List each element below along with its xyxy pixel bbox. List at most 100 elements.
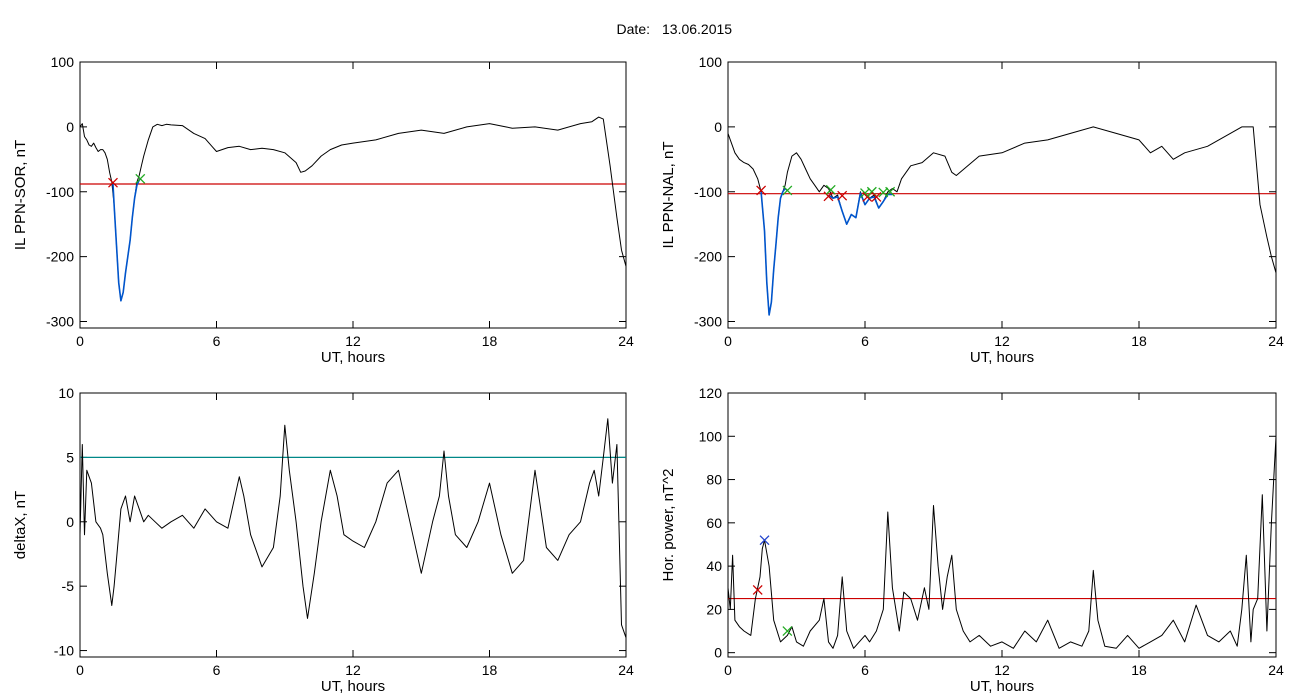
marker-stroke (866, 186, 877, 197)
x-tick-label: 12 (345, 662, 361, 678)
plot-frame (727, 392, 1277, 658)
date-label: Date: (617, 21, 650, 37)
y-axis-title: deltaX, nT (12, 491, 29, 559)
y-tick-label: -100 (46, 184, 74, 200)
marker-stroke (878, 187, 889, 198)
series-line-2 (760, 187, 788, 316)
y-tick-label: 40 (706, 558, 722, 574)
x-marker (759, 535, 770, 546)
series-line-1 (80, 116, 626, 302)
marker-stroke (135, 173, 146, 184)
y-tick-label: 60 (706, 515, 722, 531)
x-axis-title: UT, hours (321, 349, 385, 366)
marker-stroke (756, 185, 767, 196)
plot-frame (79, 61, 627, 329)
plot-area (728, 126, 1276, 316)
x-marker (782, 185, 793, 196)
x-tick-label: 0 (724, 333, 732, 349)
date-value: 13.06.2015 (662, 21, 732, 37)
y-tick-label: 10 (58, 385, 74, 401)
x-tick-label: 18 (1131, 333, 1147, 349)
y-tick-label: 20 (706, 601, 722, 617)
marker-stroke (871, 191, 882, 202)
y-axis-title: Hor. power, nT^2 (660, 469, 677, 582)
x-tick-label: 6 (213, 333, 221, 349)
x-tick-label: 6 (861, 662, 869, 678)
marker-stroke (782, 185, 793, 196)
x-tick-label: 18 (482, 333, 498, 349)
x-marker (782, 626, 793, 636)
x-marker (885, 186, 896, 197)
series-line-1 (728, 436, 1276, 649)
series-line-3 (828, 192, 893, 225)
series-line-1 (728, 126, 1276, 316)
plot-frame (727, 61, 1277, 329)
series-line-2 (112, 178, 141, 302)
marker-stroke (752, 584, 763, 595)
y-tick-label: 80 (706, 472, 722, 488)
x-axis-title: UT, hours (970, 349, 1034, 366)
x-tick-label: 24 (618, 333, 634, 349)
marker-stroke (782, 626, 793, 636)
chart-panel-1: 0 6 12 18 24 -300 -200 -100 0 100 UT, hours IL PPN-… (12, 54, 634, 366)
y-tick-label: 120 (699, 385, 723, 401)
plot-area (728, 436, 1276, 649)
y-tick-label: -10 (54, 643, 74, 659)
y-tick-label: 100 (51, 54, 75, 70)
y-tick-label: -300 (46, 314, 74, 330)
x-marker (871, 191, 882, 202)
series-line-1 (80, 418, 626, 638)
y-tick-label: 100 (699, 428, 723, 444)
x-tick-label: 24 (1268, 662, 1284, 678)
x-tick-label: 18 (1131, 662, 1147, 678)
y-tick-label: -300 (694, 314, 722, 330)
x-tick-label: 12 (994, 662, 1010, 678)
x-tick-label: 18 (482, 662, 498, 678)
chart-panel-4: 0 6 12 18 24 0 20 40 60 80 100 120 UT, hours Hor. pow… (660, 385, 1284, 695)
x-marker (837, 190, 848, 201)
x-tick-label: 24 (618, 662, 634, 678)
x-marker (823, 191, 834, 202)
y-axis-title: IL PPN-SOR, nT (12, 140, 29, 250)
marker-stroke (823, 191, 834, 202)
y-axis-title: IL PPN-NAL, nT (660, 142, 677, 249)
x-axis-title: UT, hours (970, 678, 1034, 695)
x-marker (135, 173, 146, 184)
x-tick-label: 6 (861, 333, 869, 349)
marker-stroke (759, 535, 770, 546)
y-tick-label: -200 (46, 249, 74, 265)
marker-stroke (860, 188, 870, 199)
chart-panel-3: 0 6 12 18 24 -10 -5 0 5 10 UT, hours deltaX, nT (12, 385, 634, 695)
y-tick-label: -200 (694, 249, 722, 265)
y-tick-label: 100 (699, 54, 723, 70)
x-axis-title: UT, hours (321, 678, 385, 695)
x-tick-label: 12 (345, 333, 361, 349)
x-tick-label: 24 (1268, 333, 1284, 349)
plot-area (80, 418, 626, 638)
marker-stroke (885, 186, 896, 197)
y-tick-label: 0 (66, 514, 74, 530)
x-tick-label: 0 (76, 662, 84, 678)
x-marker (756, 185, 767, 196)
y-tick-label: -5 (62, 578, 75, 594)
plot-frame (79, 392, 627, 658)
y-tick-label: 0 (66, 119, 74, 135)
x-tick-label: 0 (76, 333, 84, 349)
x-tick-label: 0 (724, 662, 732, 678)
y-tick-label: 0 (714, 645, 722, 661)
x-marker (825, 184, 836, 195)
x-marker (108, 177, 118, 188)
marker-stroke (825, 184, 836, 195)
chart-panel-2: 0 6 12 18 24 -300 -200 -100 0 100 UT, hours IL PPN-… (660, 54, 1284, 366)
marker-stroke (108, 177, 118, 188)
y-tick-label: 0 (714, 119, 722, 135)
x-tick-label: 6 (213, 662, 221, 678)
marker-stroke (837, 190, 848, 201)
y-tick-label: -100 (694, 184, 722, 200)
plot-area (80, 116, 626, 302)
x-tick-label: 12 (994, 333, 1010, 349)
y-tick-label: 5 (66, 449, 74, 465)
x-marker (752, 584, 763, 595)
